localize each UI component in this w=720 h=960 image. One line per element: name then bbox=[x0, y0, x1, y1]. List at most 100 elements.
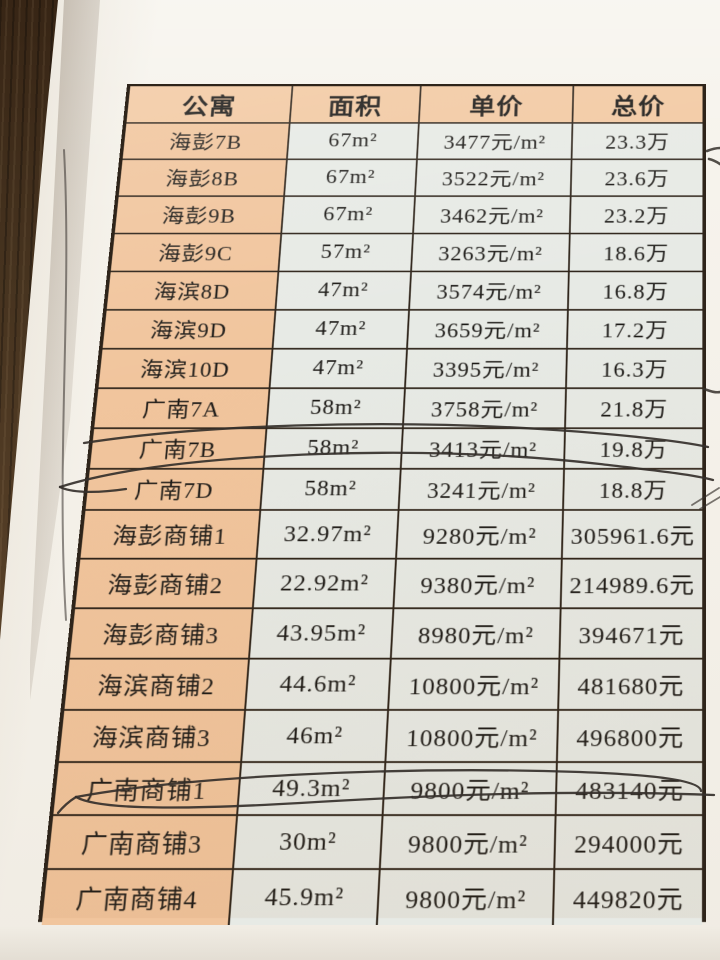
cell-total-price: 17.2万 bbox=[568, 311, 703, 350]
cell-total-price: 449820元 bbox=[554, 870, 702, 925]
cell-unit-price: 3241元/m² bbox=[399, 470, 564, 511]
table-header-row: 公寓 面积 单价 总价 bbox=[126, 86, 702, 123]
cell-unit-price: 8980元/m² bbox=[392, 609, 562, 659]
cell-total-price: 214989.6元 bbox=[561, 560, 702, 610]
cell-total-price: 18.8万 bbox=[564, 470, 703, 511]
cell-unit-price: 9380元/m² bbox=[394, 560, 562, 610]
cell-unit-name: 海彭商铺1 bbox=[80, 511, 261, 560]
cell-area: 49.3m² bbox=[238, 763, 386, 816]
table-row: 海彭9C 57m² 3263元/m² 18.6万 bbox=[111, 234, 703, 272]
cell-unit-name: 广南7B bbox=[90, 429, 267, 470]
cell-unit-price: 10800元/m² bbox=[386, 711, 559, 763]
cell-total-price: 294000元 bbox=[555, 816, 702, 870]
cell-total-price: 23.6万 bbox=[571, 160, 702, 197]
cell-unit-name: 海彭商铺2 bbox=[75, 560, 257, 610]
cell-unit-name: 海彭9B bbox=[115, 197, 285, 234]
cell-unit-name: 广南商铺1 bbox=[53, 763, 242, 816]
table-row: 广南商铺3 30m² 9800元/m² 294000元 bbox=[47, 816, 702, 870]
bottom-shade bbox=[0, 926, 720, 960]
cell-unit-name: 海彭7B bbox=[123, 124, 291, 160]
cell-total-price: 481680元 bbox=[559, 660, 702, 711]
cell-unit-price: 3758元/m² bbox=[404, 389, 567, 429]
header-unit-price: 单价 bbox=[420, 86, 574, 123]
cell-area: 22.92m² bbox=[253, 560, 396, 610]
table-body: 海彭7B 67m² 3477元/m² 23.3万 海彭8B 67m² 3522元/m² 23.… bbox=[42, 124, 703, 925]
cell-total-price: 23.3万 bbox=[572, 124, 702, 160]
photo-of-price-sheet: { "colors": { "header_fill": "#f2c9a2", … bbox=[0, 0, 720, 960]
cutoff-character-fragment bbox=[704, 389, 720, 392]
cell-area: 58m² bbox=[267, 389, 406, 429]
cell-unit-name: 海滨10D bbox=[98, 350, 273, 389]
cutoff-character-fragment bbox=[707, 148, 720, 164]
cell-total-price: 23.2万 bbox=[570, 197, 702, 234]
cell-unit-name: 广南商铺4 bbox=[42, 870, 234, 925]
cell-unit-price: 3522元/m² bbox=[416, 160, 572, 197]
cell-area: 43.95m² bbox=[250, 609, 395, 659]
cell-unit-price: 10800元/m² bbox=[389, 660, 560, 711]
cell-total-price: 16.3万 bbox=[567, 350, 703, 389]
cell-unit-price: 9800元/m² bbox=[381, 816, 557, 870]
cell-unit-price: 9800元/m² bbox=[383, 763, 557, 816]
cell-area: 30m² bbox=[234, 816, 384, 870]
cell-unit-price: 3659元/m² bbox=[408, 311, 569, 350]
cell-unit-price: 3263元/m² bbox=[412, 234, 571, 272]
table-row: 海彭7B 67m² 3477元/m² 23.3万 bbox=[123, 124, 703, 160]
header-area: 面积 bbox=[290, 86, 421, 123]
table-row: 海彭商铺2 22.92m² 9380元/m² 214989.6元 bbox=[75, 560, 702, 610]
cell-area: 46m² bbox=[242, 711, 389, 763]
table-row: 海彭8B 67m² 3522元/m² 23.6万 bbox=[119, 160, 703, 197]
cell-unit-price: 3477元/m² bbox=[418, 124, 573, 160]
table-row: 海彭商铺3 43.95m² 8980元/m² 394671元 bbox=[70, 609, 702, 659]
cell-area: 67m² bbox=[282, 197, 416, 234]
table-row: 广南商铺4 45.9m² 9800元/m² 449820元 bbox=[42, 870, 702, 925]
cell-total-price: 18.6万 bbox=[570, 234, 703, 272]
cell-area: 47m² bbox=[270, 350, 408, 389]
cell-area: 44.6m² bbox=[246, 660, 392, 711]
cell-unit-name: 海滨9D bbox=[103, 311, 277, 350]
table-row: 海滨商铺2 44.6m² 10800元/m² 481680元 bbox=[64, 660, 702, 711]
cell-area: 47m² bbox=[273, 311, 410, 350]
cell-total-price: 19.8万 bbox=[565, 429, 703, 470]
cell-area: 67m² bbox=[285, 160, 418, 197]
cell-area: 45.9m² bbox=[230, 870, 381, 925]
table-row: 海滨10D 47m² 3395元/m² 16.3万 bbox=[98, 350, 702, 389]
table-row: 海滨8D 47m² 3574元/m² 16.8万 bbox=[107, 272, 703, 310]
cell-total-price: 16.8万 bbox=[569, 272, 703, 310]
cell-area: 58m² bbox=[261, 470, 402, 511]
table-row: 海滨商铺3 46m² 10800元/m² 496800元 bbox=[59, 711, 702, 763]
cell-unit-name: 海滨商铺2 bbox=[64, 660, 249, 711]
cell-unit-price: 3574元/m² bbox=[410, 272, 570, 310]
cell-unit-price: 3395元/m² bbox=[406, 350, 568, 389]
cell-unit-price: 9800元/m² bbox=[378, 870, 555, 925]
table-row: 广南商铺1 49.3m² 9800元/m² 483140元 bbox=[53, 763, 702, 816]
cell-area: 47m² bbox=[276, 272, 412, 310]
cell-unit-price: 3462元/m² bbox=[414, 197, 572, 234]
cell-total-price: 305961.6元 bbox=[563, 511, 703, 560]
table-row: 海彭商铺1 32.97m² 9280元/m² 305961.6元 bbox=[80, 511, 702, 560]
table-row: 广南7B 58m² 3413元/m² 19.8万 bbox=[90, 429, 702, 470]
cell-unit-name: 海彭9C bbox=[111, 234, 282, 272]
cell-unit-name: 海滨8D bbox=[107, 272, 279, 310]
cell-unit-name: 海滨商铺3 bbox=[59, 711, 246, 763]
cell-unit-name: 海彭8B bbox=[119, 160, 288, 197]
table-row: 海滨9D 47m² 3659元/m² 17.2万 bbox=[103, 311, 703, 350]
table-row: 广南7D 58m² 3241元/m² 18.8万 bbox=[85, 470, 702, 511]
table-row: 海彭9B 67m² 3462元/m² 23.2万 bbox=[115, 197, 703, 234]
cell-area: 32.97m² bbox=[257, 511, 399, 560]
cell-area: 57m² bbox=[279, 234, 414, 272]
cell-area: 58m² bbox=[264, 429, 404, 470]
paper-crease bbox=[63, 150, 67, 620]
cell-unit-name: 广南商铺3 bbox=[47, 816, 237, 870]
cell-unit-name: 广南7A bbox=[94, 389, 270, 429]
header-apartment: 公寓 bbox=[126, 86, 293, 123]
cell-unit-price: 9280元/m² bbox=[397, 511, 564, 560]
cell-area: 67m² bbox=[288, 124, 420, 160]
cell-unit-name: 海彭商铺3 bbox=[70, 609, 254, 659]
price-table: 公寓 面积 单价 总价 海彭7B 67m² 3477元/m² 23.3万 海彭8B 67m… bbox=[38, 84, 706, 922]
cell-total-price: 483140元 bbox=[556, 763, 702, 816]
cell-total-price: 394671元 bbox=[560, 609, 702, 659]
table-row: 广南7A 58m² 3758元/m² 21.8万 bbox=[94, 389, 702, 429]
cell-unit-price: 3413元/m² bbox=[402, 429, 566, 470]
cell-total-price: 496800元 bbox=[558, 711, 702, 763]
cell-unit-name: 广南7D bbox=[85, 470, 264, 511]
